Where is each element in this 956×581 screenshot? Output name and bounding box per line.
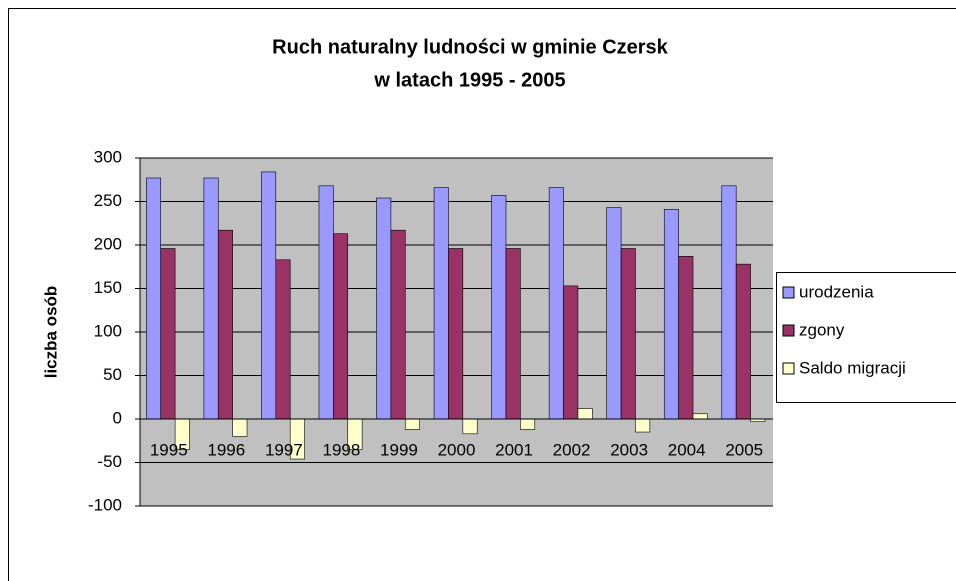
x-tick-label: 2001 [495,440,533,459]
bar [577,408,593,420]
bar [390,229,406,420]
legend-label: urodzenia [799,282,874,301]
bar [146,177,162,420]
y-tick-label: -50 [97,452,122,471]
x-tick-label: 2000 [438,440,476,459]
legend-box [776,272,956,403]
x-tick-label: 2003 [610,440,648,459]
x-tick-label: 1998 [322,440,360,459]
bar [376,197,392,420]
y-tick-label: 50 [103,365,122,384]
legend-swatch [782,362,795,375]
x-tick-label: 1996 [207,440,245,459]
y-tick-label: -100 [88,495,122,514]
bar [448,248,464,420]
y-tick-label: 200 [94,234,122,253]
y-tick-label: 0 [113,408,122,427]
bar [261,171,277,420]
bar [232,418,248,437]
y-tick-label: 100 [94,321,122,340]
y-tick-label: 300 [94,147,122,166]
x-tick-label: 1995 [150,440,188,459]
bar [606,207,622,420]
chart-title: Ruch naturalny ludności w gminie Czersk [272,36,669,58]
chart-subtitle: w latach 1995 - 2005 [373,69,565,91]
bar [505,248,521,420]
x-tick-label: 1999 [380,440,418,459]
x-tick-label: 2002 [553,440,591,459]
x-tick-label: 2005 [725,440,763,459]
bar [721,185,737,420]
x-tick-label: 2004 [668,440,706,459]
legend-label: zgony [799,320,845,339]
x-tick-label: 1997 [265,440,303,459]
bar [217,229,233,420]
bar [735,263,751,420]
bar [548,187,564,420]
legend-swatch [782,324,795,337]
bar [433,187,449,420]
bar [275,259,291,420]
legend-swatch [782,286,795,299]
y-tick-label: 150 [94,278,122,297]
bar [563,285,579,420]
bar [462,418,478,435]
bar [635,418,651,433]
bar [692,413,708,420]
bar [404,418,420,430]
y-axis-label: liczba osób [41,286,60,379]
bar [520,418,536,430]
bar [491,195,507,420]
bar [620,248,636,420]
bar [678,256,694,420]
bar [203,177,219,420]
bar [318,185,334,420]
bar [663,209,679,420]
bar [160,248,176,420]
legend-label: Saldo migracji [799,358,906,377]
bar [333,233,349,420]
y-tick-label: 250 [94,191,122,210]
